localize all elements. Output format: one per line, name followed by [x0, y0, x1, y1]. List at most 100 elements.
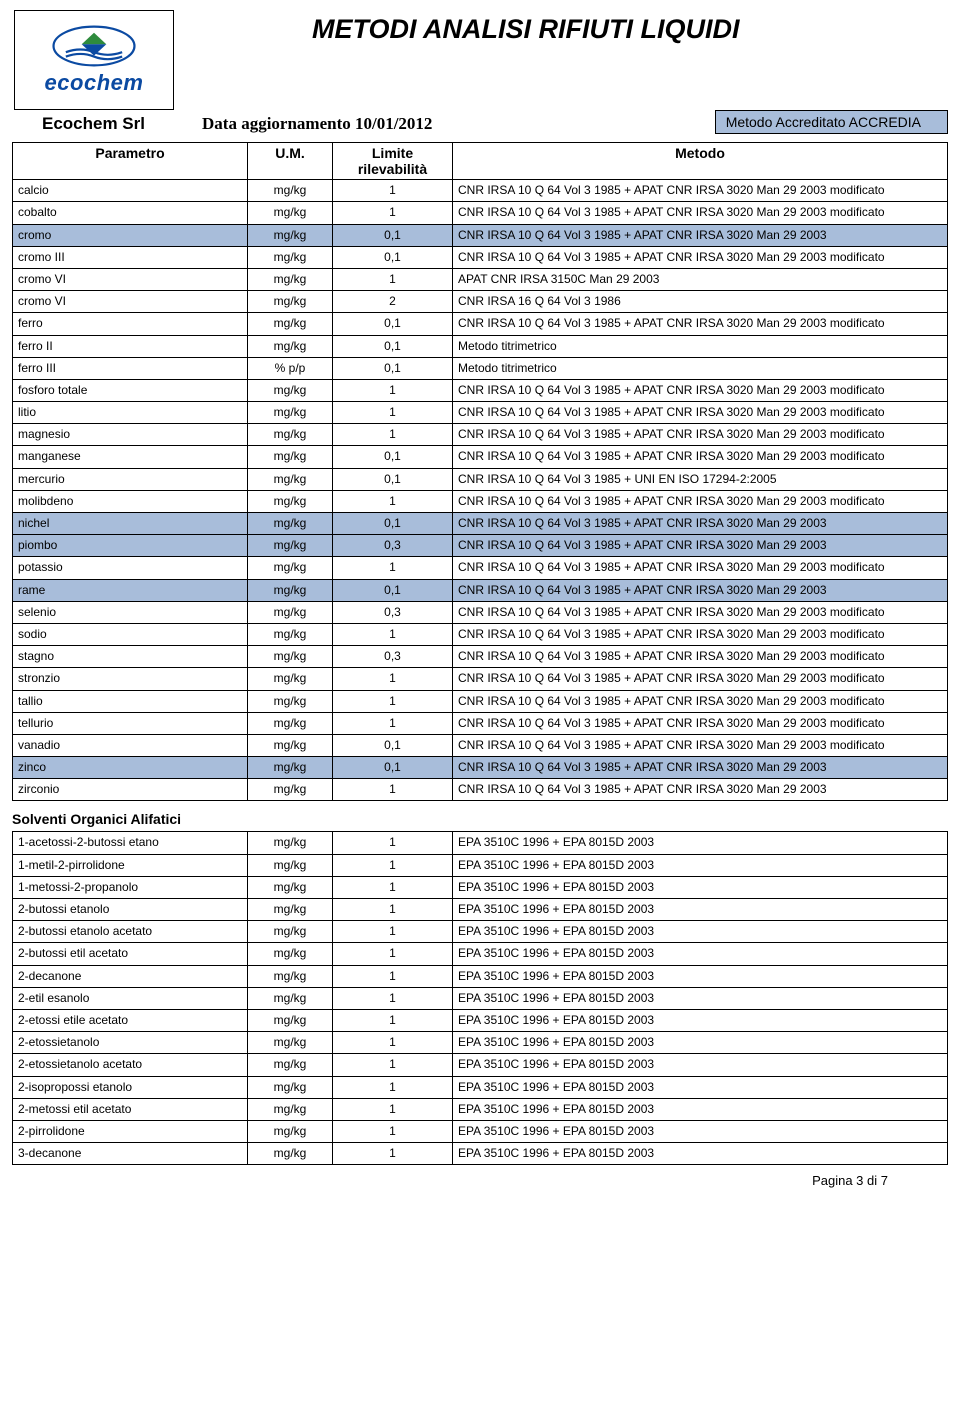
cell-metodo: CNR IRSA 10 Q 64 Vol 3 1985 + APAT CNR I… — [453, 579, 948, 601]
cell-um: mg/kg — [248, 668, 333, 690]
cell-um: mg/kg — [248, 690, 333, 712]
cell-um: mg/kg — [248, 379, 333, 401]
table-row: 1-metil-2-pirrolidonemg/kg1EPA 3510C 199… — [13, 854, 948, 876]
cell-parametro: cromo III — [13, 246, 248, 268]
cell-limite: 0,3 — [333, 646, 453, 668]
cell-metodo: CNR IRSA 10 Q 64 Vol 3 1985 + APAT CNR I… — [453, 646, 948, 668]
cell-parametro: fosforo totale — [13, 379, 248, 401]
cell-limite: 1 — [333, 832, 453, 854]
cell-parametro: magnesio — [13, 424, 248, 446]
cell-um: mg/kg — [248, 854, 333, 876]
cell-limite: 1 — [333, 180, 453, 202]
cell-limite: 0,1 — [333, 468, 453, 490]
table-row: 2-butossi etanolo acetatomg/kg1EPA 3510C… — [13, 921, 948, 943]
cell-limite: 0,3 — [333, 535, 453, 557]
table-row: talliomg/kg1CNR IRSA 10 Q 64 Vol 3 1985 … — [13, 690, 948, 712]
cell-limite: 0,1 — [333, 446, 453, 468]
table-row: fosforo totalemg/kg1CNR IRSA 10 Q 64 Vol… — [13, 379, 948, 401]
col-limite-l1: Limite — [372, 145, 413, 161]
cell-parametro: zinco — [13, 757, 248, 779]
cell-parametro: molibdeno — [13, 490, 248, 512]
solventi-table: 1-acetossi-2-butossi etanomg/kg1EPA 3510… — [12, 831, 948, 1165]
cell-parametro: 2-butossi etil acetato — [13, 943, 248, 965]
cell-parametro: 2-metossi etil acetato — [13, 1098, 248, 1120]
table-row: cromo VImg/kg2CNR IRSA 16 Q 64 Vol 3 198… — [13, 291, 948, 313]
cell-um: mg/kg — [248, 468, 333, 490]
cell-limite: 1 — [333, 899, 453, 921]
cell-limite: 1 — [333, 1098, 453, 1120]
cell-um: mg/kg — [248, 646, 333, 668]
cell-limite: 0,1 — [333, 313, 453, 335]
table-row: ferro IImg/kg0,1Metodo titrimetrico — [13, 335, 948, 357]
cell-metodo: Metodo titrimetrico — [453, 335, 948, 357]
logo-icon — [49, 24, 139, 68]
cell-limite: 1 — [333, 779, 453, 801]
cell-um: mg/kg — [248, 757, 333, 779]
cell-metodo: CNR IRSA 10 Q 64 Vol 3 1985 + APAT CNR I… — [453, 490, 948, 512]
cell-parametro: cromo VI — [13, 291, 248, 313]
cell-parametro: rame — [13, 579, 248, 601]
table-row: zirconiomg/kg1CNR IRSA 10 Q 64 Vol 3 198… — [13, 779, 948, 801]
table-row: 1-acetossi-2-butossi etanomg/kg1EPA 3510… — [13, 832, 948, 854]
cell-um: mg/kg — [248, 402, 333, 424]
table-row: zincomg/kg0,1CNR IRSA 10 Q 64 Vol 3 1985… — [13, 757, 948, 779]
cell-limite: 1 — [333, 668, 453, 690]
cell-limite: 1 — [333, 965, 453, 987]
cell-metodo: CNR IRSA 10 Q 64 Vol 3 1985 + UNI EN ISO… — [453, 468, 948, 490]
cell-um: mg/kg — [248, 943, 333, 965]
cell-limite: 0,1 — [333, 357, 453, 379]
cell-limite: 1 — [333, 623, 453, 645]
cell-um: mg/kg — [248, 246, 333, 268]
logo-text: ecochem — [45, 70, 144, 96]
cell-um: mg/kg — [248, 579, 333, 601]
table-row: 2-pirrolidonemg/kg1EPA 3510C 1996 + EPA … — [13, 1120, 948, 1142]
table-row: 1-metossi-2-propanolomg/kg1EPA 3510C 199… — [13, 876, 948, 898]
cell-um: mg/kg — [248, 291, 333, 313]
cell-parametro: ferro III — [13, 357, 248, 379]
cell-limite: 1 — [333, 424, 453, 446]
cell-um: mg/kg — [248, 535, 333, 557]
cell-parametro: calcio — [13, 180, 248, 202]
table-row: 3-decanonemg/kg1EPA 3510C 1996 + EPA 801… — [13, 1143, 948, 1165]
cell-um: mg/kg — [248, 965, 333, 987]
table-row: 2-etossietanolomg/kg1EPA 3510C 1996 + EP… — [13, 1032, 948, 1054]
table-row: manganesemg/kg0,1CNR IRSA 10 Q 64 Vol 3 … — [13, 446, 948, 468]
cell-limite: 0,1 — [333, 246, 453, 268]
cell-metodo: Metodo titrimetrico — [453, 357, 948, 379]
parameters-table: Parametro U.M. Limite rilevabilità Metod… — [12, 142, 948, 801]
cell-metodo: EPA 3510C 1996 + EPA 8015D 2003 — [453, 1098, 948, 1120]
cell-um: mg/kg — [248, 180, 333, 202]
cell-limite: 1 — [333, 202, 453, 224]
cell-limite: 1 — [333, 876, 453, 898]
header: ecochem METODI ANALISI RIFIUTI LIQUIDI E… — [12, 8, 948, 138]
cell-parametro: 2-etil esanolo — [13, 987, 248, 1009]
table-row: telluriomg/kg1CNR IRSA 10 Q 64 Vol 3 198… — [13, 712, 948, 734]
cell-um: mg/kg — [248, 557, 333, 579]
company-name: Ecochem Srl — [42, 114, 145, 134]
cell-limite: 0,1 — [333, 579, 453, 601]
cell-limite: 1 — [333, 490, 453, 512]
cell-um: mg/kg — [248, 224, 333, 246]
cell-parametro: 2-etossi etile acetato — [13, 1009, 248, 1031]
cell-parametro: manganese — [13, 446, 248, 468]
cell-metodo: CNR IRSA 10 Q 64 Vol 3 1985 + APAT CNR I… — [453, 424, 948, 446]
table-row: ramemg/kg0,1CNR IRSA 10 Q 64 Vol 3 1985 … — [13, 579, 948, 601]
col-um: U.M. — [248, 143, 333, 180]
cell-metodo: CNR IRSA 10 Q 64 Vol 3 1985 + APAT CNR I… — [453, 690, 948, 712]
cell-limite: 1 — [333, 921, 453, 943]
cell-limite: 1 — [333, 1076, 453, 1098]
cell-metodo: CNR IRSA 10 Q 64 Vol 3 1985 + APAT CNR I… — [453, 757, 948, 779]
table-row: stagnomg/kg0,3CNR IRSA 10 Q 64 Vol 3 198… — [13, 646, 948, 668]
cell-parametro: 1-metil-2-pirrolidone — [13, 854, 248, 876]
table-row: 2-isopropossi etanolomg/kg1EPA 3510C 199… — [13, 1076, 948, 1098]
cell-limite: 1 — [333, 854, 453, 876]
cell-metodo: EPA 3510C 1996 + EPA 8015D 2003 — [453, 921, 948, 943]
update-date: Data aggiornamento 10/01/2012 — [202, 114, 432, 134]
cell-parametro: 2-pirrolidone — [13, 1120, 248, 1142]
cell-metodo: EPA 3510C 1996 + EPA 8015D 2003 — [453, 1009, 948, 1031]
cell-parametro: stronzio — [13, 668, 248, 690]
table-row: ferromg/kg0,1CNR IRSA 10 Q 64 Vol 3 1985… — [13, 313, 948, 335]
cell-metodo: CNR IRSA 10 Q 64 Vol 3 1985 + APAT CNR I… — [453, 202, 948, 224]
cell-um: mg/kg — [248, 513, 333, 535]
cell-metodo: CNR IRSA 10 Q 64 Vol 3 1985 + APAT CNR I… — [453, 668, 948, 690]
